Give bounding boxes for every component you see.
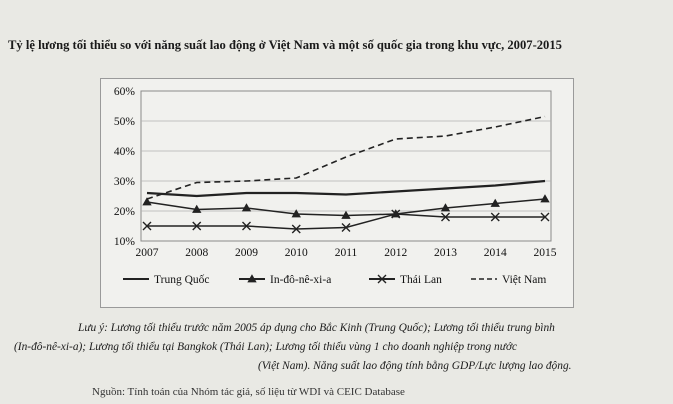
- source-note: Nguồn: Tính toán của Nhóm tác giả, số li…: [92, 386, 405, 398]
- series-1-point: [490, 198, 500, 207]
- legend-marker-2: [377, 274, 387, 284]
- series-2-point: [441, 212, 450, 222]
- x-tick-label: 2007: [136, 247, 159, 259]
- series-2-point: [291, 224, 301, 234]
- y-tick-label: 60%: [114, 86, 136, 98]
- note-line-1: Lưu ý: Lương tối thiểu trước năm 2005 áp…: [78, 322, 555, 334]
- series-2-point: [490, 212, 500, 222]
- series-1-point: [540, 194, 550, 203]
- series-1-point: [192, 204, 202, 213]
- legend-label-2: Thái Lan: [400, 274, 442, 286]
- series-line-0: [146, 179, 546, 198]
- series-2-point: [341, 223, 351, 232]
- x-tick-label: 2015: [534, 247, 557, 259]
- y-tick-label: 10%: [114, 236, 136, 248]
- series-2-point: [391, 209, 401, 219]
- x-tick-label: 2014: [484, 247, 507, 259]
- legend-label-3: Việt Nam: [502, 274, 546, 286]
- line-chart: 10% 20% 30% 40% 50% 60% 2007 2008 2009 2010 2011 20…: [114, 86, 557, 286]
- series-2-point: [142, 221, 152, 231]
- series-2-point: [192, 221, 202, 231]
- legend-label-0: Trung Quốc: [154, 273, 209, 286]
- series-2-point: [540, 212, 550, 222]
- series-1-point: [291, 209, 301, 218]
- x-tick-label: 2013: [434, 247, 457, 259]
- chart-frame: 10% 20% 30% 40% 50% 60% 2007 2008 2009 2010 2011 20…: [100, 78, 574, 308]
- y-tick-label: 50%: [114, 116, 136, 128]
- plot-area: [140, 90, 552, 242]
- y-tick-label: 40%: [114, 146, 136, 158]
- x-tick-label: 2009: [235, 247, 258, 259]
- legend-marker-1: [247, 274, 257, 283]
- x-tick-label: 2012: [384, 247, 407, 259]
- y-tick-label: 30%: [114, 176, 136, 188]
- x-tick-label: 2010: [285, 247, 308, 259]
- series-2-point: [242, 221, 251, 231]
- note-line-2: (In-đô-nê-xi-a); Lương tối thiểu tại Ban…: [14, 341, 518, 353]
- note-line-3: (Việt Nam). Năng suất lao động tính bằng…: [258, 360, 572, 372]
- legend-label-1: In-đô-nê-xi-a: [270, 274, 331, 286]
- series-1-point: [142, 197, 152, 206]
- series-line-3: [146, 115, 546, 200]
- series-1-point: [241, 203, 252, 212]
- x-tick-label: 2008: [185, 247, 208, 259]
- series-1-point: [341, 210, 351, 219]
- y-tick-label: 20%: [114, 206, 136, 218]
- series-1-point: [440, 203, 451, 212]
- x-tick-label: 2011: [335, 247, 358, 259]
- chart-title: Tỷ lệ lương tối thiểu so với năng suất l…: [8, 38, 562, 52]
